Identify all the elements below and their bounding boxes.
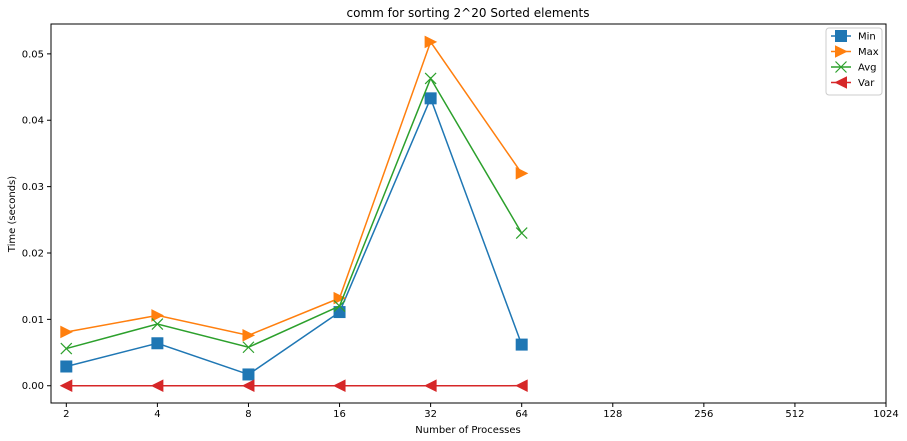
legend-label: Avg [858, 63, 877, 74]
y-axis-label: Time (seconds) [7, 176, 18, 253]
data-point-var [241, 379, 255, 393]
data-point-var [59, 379, 73, 393]
data-point-var [332, 379, 346, 393]
y-tick-label: 0.03 [22, 182, 44, 193]
legend-marker [835, 45, 848, 58]
x-axis-label: Number of Processes [415, 425, 520, 436]
x-tick-label: 16 [333, 409, 346, 420]
data-point-max [242, 328, 256, 342]
data-point-max [333, 291, 347, 305]
x-tick-label: 8 [245, 409, 251, 420]
x-tick-label: 2 [63, 409, 69, 420]
data-point-min [242, 368, 255, 381]
legend-marker [835, 61, 847, 73]
data-point-min [60, 360, 73, 373]
series-line-min [66, 96, 523, 376]
x-axis-ticks: 2 4 8 16 32 64 128 256 512 1024 [63, 403, 899, 420]
legend-marker [834, 76, 847, 89]
series-var [59, 379, 528, 393]
series-line-max [66, 40, 523, 337]
y-axis-ticks: 0.00 0.01 0.02 0.03 0.04 0.05 [22, 49, 51, 392]
data-point-var [150, 379, 164, 393]
legend-box [825, 27, 883, 96]
legend: Min Max Avg Var [825, 27, 883, 96]
data-point-min [515, 338, 528, 351]
legend-label: Max [858, 47, 879, 58]
series-line-avg [66, 76, 523, 350]
legend-item-var: Var [831, 76, 875, 89]
data-point-var [515, 379, 528, 392]
x-tick-label: 256 [694, 409, 713, 420]
data-point-max [60, 325, 73, 339]
series-layer [59, 35, 529, 393]
legend-marker [835, 30, 847, 42]
series-max [60, 35, 529, 342]
data-point-avg [60, 342, 73, 355]
data-point-avg [151, 318, 164, 330]
data-point-avg [424, 72, 437, 85]
legend-item-min: Min [831, 30, 876, 43]
plot-frame [50, 23, 887, 404]
data-point-avg [333, 300, 346, 313]
x-tick-label: 128 [603, 409, 622, 420]
legend-item-avg: Avg [831, 61, 877, 74]
x-tick-label: 64 [515, 409, 528, 420]
x-tick-label: 4 [154, 409, 160, 420]
x-tick-label: 32 [424, 409, 437, 420]
x-tick-label: 512 [785, 409, 804, 420]
data-point-max [151, 309, 165, 322]
data-point-min [424, 92, 437, 105]
data-point-max [515, 167, 529, 180]
data-point-var [423, 379, 437, 393]
y-tick-label: 0.04 [22, 116, 44, 127]
data-point-min [151, 337, 164, 350]
y-tick-label: 0.02 [22, 248, 44, 259]
legend-label: Var [858, 78, 875, 89]
legend-item-max: Max [831, 45, 879, 58]
legend-label: Min [858, 32, 876, 43]
x-tick-label: 1024 [873, 409, 898, 420]
y-tick-label: 0.00 [22, 381, 44, 392]
data-point-avg [515, 227, 528, 240]
series-avg [60, 72, 528, 355]
series-min [60, 92, 528, 381]
data-point-avg [242, 341, 255, 354]
y-tick-label: 0.01 [22, 315, 44, 326]
data-point-max [424, 35, 438, 49]
y-tick-label: 0.05 [22, 49, 44, 60]
chart-title: comm for sorting 2^20 Sorted elements [347, 6, 590, 20]
